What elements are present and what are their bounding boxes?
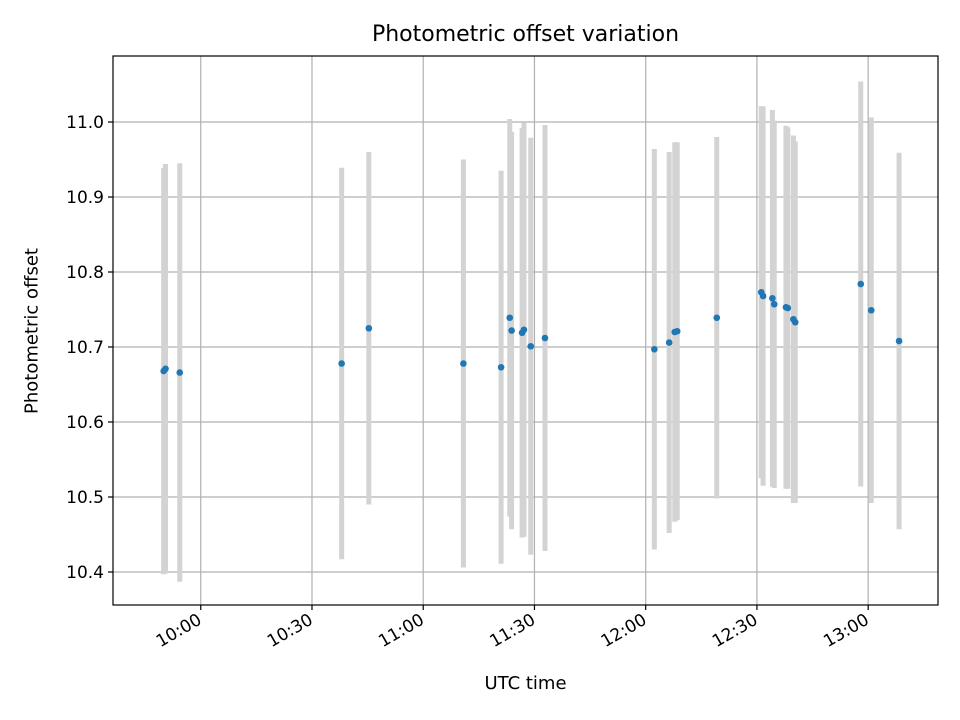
data-point — [460, 360, 467, 367]
y-tick-label: 10.4 — [66, 563, 104, 583]
data-point — [162, 365, 169, 373]
y-tick-label: 10.9 — [66, 188, 104, 208]
y-axis-ticks: 10.4 10.5 10.6 10.7 10.8 10.9 11.0 — [66, 113, 113, 583]
y-tick-label: 10.6 — [66, 413, 104, 433]
x-axis-label: UTC time — [484, 673, 567, 694]
data-point — [338, 360, 345, 367]
data-point — [506, 314, 514, 322]
data-point — [541, 334, 549, 342]
error-bars — [161, 81, 902, 582]
data-points — [160, 280, 903, 376]
data-point — [520, 326, 528, 334]
x-tick-label: 10:00 — [153, 610, 205, 652]
x-tick-label: 12:00 — [598, 610, 650, 652]
data-point — [770, 300, 778, 308]
x-tick-label: 11:00 — [375, 610, 427, 652]
data-point — [665, 339, 673, 346]
y-tick-label: 10.7 — [66, 338, 104, 358]
x-tick-label: 12:30 — [709, 610, 761, 652]
data-point — [759, 292, 767, 300]
x-gridlines — [200, 56, 869, 605]
data-point — [651, 345, 658, 353]
data-point — [784, 304, 792, 312]
data-point — [867, 306, 875, 314]
x-tick-label: 10:30 — [264, 610, 316, 652]
y-axis-label: Photometric offset — [21, 248, 43, 414]
data-point — [713, 314, 721, 322]
plot-frame — [112, 55, 939, 606]
data-point — [791, 318, 799, 326]
x-tick-label: 11:30 — [487, 610, 539, 652]
data-point — [527, 342, 535, 350]
data-point — [497, 363, 505, 371]
data-point — [769, 294, 776, 302]
data-point — [895, 337, 903, 345]
data-point — [365, 324, 373, 332]
data-point — [857, 280, 865, 288]
y-tick-label: 11.0 — [66, 113, 104, 133]
data-point — [673, 327, 681, 335]
data-point — [176, 369, 184, 376]
x-tick-label: 13:00 — [820, 610, 872, 652]
chart-title: Photometric offset variation — [371, 22, 680, 47]
y-tick-label: 10.8 — [66, 263, 104, 283]
y-tick-label: 10.5 — [66, 488, 104, 508]
data-point — [508, 327, 515, 334]
x-axis-ticks: 10:00 10:30 11:00 11:30 12:00 12:30 13:00 — [153, 605, 873, 652]
